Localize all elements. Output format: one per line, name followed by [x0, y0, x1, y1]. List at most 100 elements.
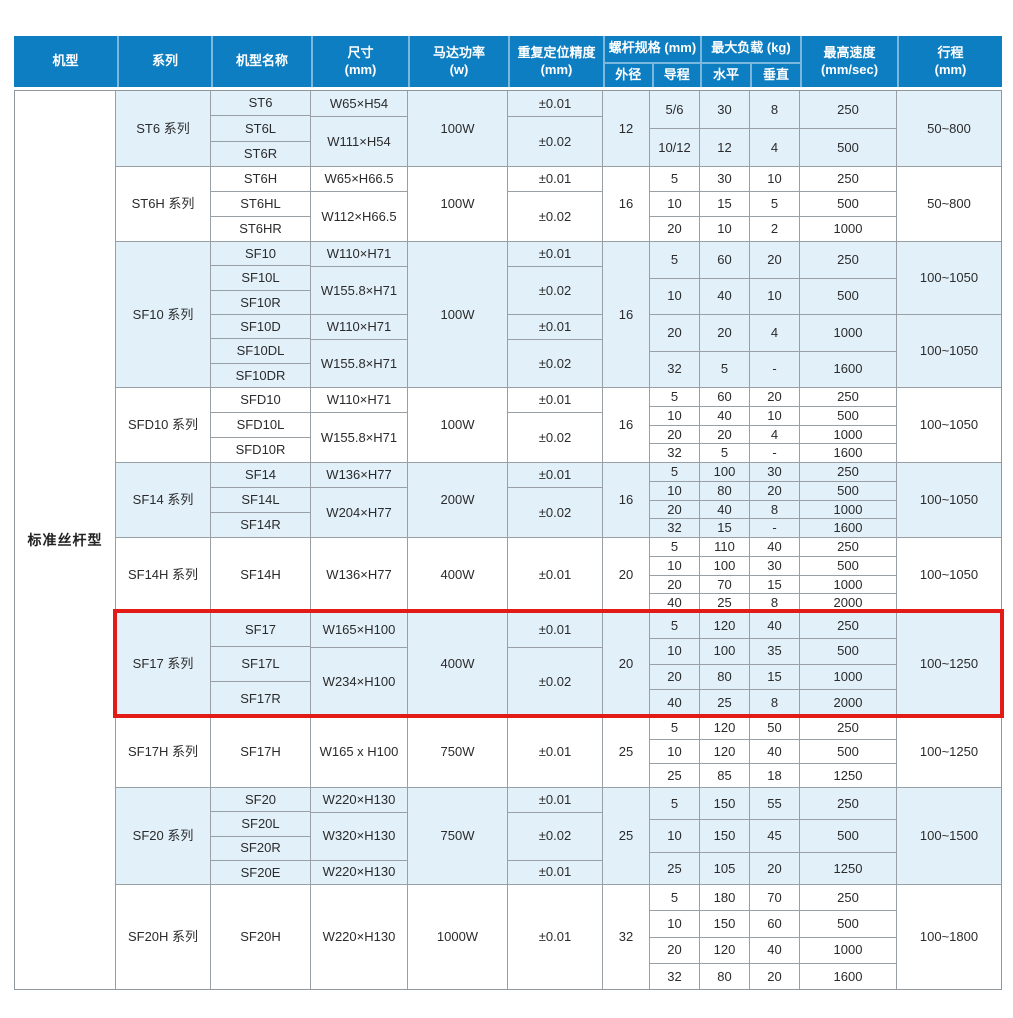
- size-cell: W65×H54: [329, 95, 389, 111]
- size-column: W165×H100 W234×H100: [310, 613, 407, 715]
- series-column: SF20 系列: [116, 788, 210, 884]
- speed-column: 250 500 1000 1600: [799, 463, 896, 537]
- vertical-load-column: 40 30 15 8: [749, 538, 799, 612]
- series-block: SF20H 系列 SF20H W220×H130 1000W ±0.01 32 5 10 20 3…: [116, 884, 1001, 989]
- size-cell: W65×H66.5: [324, 171, 394, 187]
- power-column: 400W: [407, 613, 507, 715]
- model-column: ST6H ST6HL ST6HR: [210, 167, 310, 241]
- power-cell: 200W: [440, 492, 475, 508]
- size-cell: W112×H66.5: [311, 191, 407, 241]
- precision-cell: ±0.01: [538, 392, 572, 408]
- outer-dia-column: 16: [602, 463, 649, 537]
- vertical-load-cell: 55: [767, 795, 782, 811]
- precision-column: ±0.01: [507, 716, 602, 787]
- header-outer-dia: 外径: [615, 66, 642, 82]
- size-cell: W155.8×H71: [311, 265, 407, 314]
- horizontal-load-cell: 60: [717, 251, 732, 267]
- model-cell: SF14H: [240, 567, 281, 583]
- series-block: ST6H 系列 ST6H ST6HL ST6HR W65×H66.5 W112×H66.5…: [116, 166, 1001, 241]
- horizontal-load-cell: 20: [700, 314, 749, 351]
- model-cell: ST6H: [243, 171, 278, 187]
- stroke-cell: 100~1250: [919, 656, 979, 672]
- lead-cell: 10: [650, 191, 699, 216]
- horizontal-load-column: 60 40 20 5: [699, 242, 749, 387]
- precision-cell: ±0.01: [538, 622, 572, 638]
- speed-cell: 250: [837, 101, 859, 117]
- speed-cell: 250: [837, 251, 859, 267]
- vertical-load-cell: -: [750, 443, 799, 462]
- power-cell: 100W: [440, 417, 475, 433]
- precision-column: ±0.01 ±0.02: [507, 463, 602, 537]
- vertical-load-cell: 40: [767, 617, 782, 633]
- outer-dia-column: 12: [602, 91, 649, 166]
- horizontal-load-column: 120 100 80 25: [699, 613, 749, 715]
- horizontal-load-cell: 110: [714, 539, 735, 555]
- series-block: SF10 系列 SF10 SF10L SF10R SF10D SF10DL SF10DR W1…: [116, 241, 1001, 387]
- header-motor-power: 马达功率 (w): [408, 36, 508, 87]
- size-column: W220×H130: [310, 885, 407, 989]
- horizontal-load-column: 150 150 105: [699, 788, 749, 884]
- stroke-cell: 100~1800: [919, 929, 979, 945]
- series-cell: SF14 系列: [132, 492, 194, 508]
- horizontal-load-column: 60 40 20 5: [699, 388, 749, 462]
- outer-dia-cell: 12: [618, 120, 634, 136]
- model-cell: SF20H: [240, 929, 281, 945]
- precision-cell: ±0.02: [508, 115, 602, 166]
- size-column: W136×H77: [310, 538, 407, 612]
- lead-cell: 20: [650, 663, 699, 690]
- size-cell: W111×H54: [311, 115, 407, 166]
- speed-column: 250 500 1250: [799, 788, 896, 884]
- power-cell: 100W: [440, 120, 475, 136]
- precision-cell: ±0.01: [538, 246, 572, 262]
- lead-cell: 5: [670, 617, 679, 633]
- horizontal-load-cell: 85: [700, 763, 749, 787]
- horizontal-load-column: 30 12: [699, 91, 749, 166]
- lead-cell: 10: [650, 819, 699, 851]
- model-column: SF17 SF17L SF17R: [210, 613, 310, 715]
- model-cell: ST6: [248, 95, 273, 111]
- precision-cell: ±0.02: [508, 646, 602, 715]
- lead-cell: 32: [650, 962, 699, 989]
- header-machine-type: 机型: [52, 53, 79, 69]
- precision-cell: ±0.01: [538, 791, 572, 807]
- horizontal-load-cell: 100: [700, 555, 749, 575]
- speed-cell: 500: [800, 910, 896, 936]
- model-cell: ST6HL: [211, 191, 310, 216]
- horizontal-load-cell: 70: [700, 574, 749, 594]
- outer-dia-column: 32: [602, 885, 649, 989]
- size-cell: W136×H77: [326, 467, 392, 483]
- speed-column: 250 500 1000 1600: [799, 388, 896, 462]
- series-cell: SF17 系列: [132, 656, 194, 672]
- series-cell: SF20 系列: [132, 828, 194, 844]
- series-column: ST6H 系列: [116, 167, 210, 241]
- speed-cell: 250: [837, 539, 859, 555]
- header-screw-spec-group: 螺杆规格 (mm) 外径 导程: [603, 36, 700, 87]
- outer-dia-cell: 16: [618, 196, 634, 212]
- outer-dia-column: 25: [602, 716, 649, 787]
- lead-cell: 32: [650, 443, 699, 462]
- size-cell: W110×H71: [326, 392, 392, 408]
- size-cell: W110×H71: [326, 246, 392, 262]
- horizontal-load-cell: 105: [700, 851, 749, 884]
- series-column: ST6 系列: [116, 91, 210, 166]
- horizontal-load-cell: 80: [700, 962, 749, 989]
- horizontal-load-cell: 120: [713, 719, 736, 735]
- vertical-load-cell: 8: [750, 689, 799, 715]
- power-cell: 750W: [440, 828, 475, 844]
- lead-column: 5 10 20 32: [649, 885, 699, 989]
- power-cell: 100W: [440, 306, 475, 322]
- lead-cell: 20: [650, 314, 699, 351]
- stroke-cell: 100~1050: [897, 314, 1001, 387]
- outer-dia-cell: 16: [618, 417, 634, 433]
- series-block: ST6 系列 ST6 ST6L ST6R W65×H54 W111×H54 100W ±0.0…: [116, 91, 1001, 166]
- series-block: SF14 系列 SF14 SF14L SF14R W136×H77 W204×H77 200…: [116, 462, 1001, 537]
- speed-column: 250 500 1000 2000: [799, 538, 896, 612]
- lead-cell: 5: [670, 464, 679, 480]
- precision-column: ±0.01 ±0.02: [507, 388, 602, 462]
- lead-cell: 5/6: [665, 101, 684, 117]
- speed-cell: 1600: [800, 350, 896, 388]
- vertical-load-column: 30 20 8-: [749, 463, 799, 537]
- horizontal-load-cell: 20: [700, 424, 749, 444]
- lead-cell: 5: [670, 539, 679, 555]
